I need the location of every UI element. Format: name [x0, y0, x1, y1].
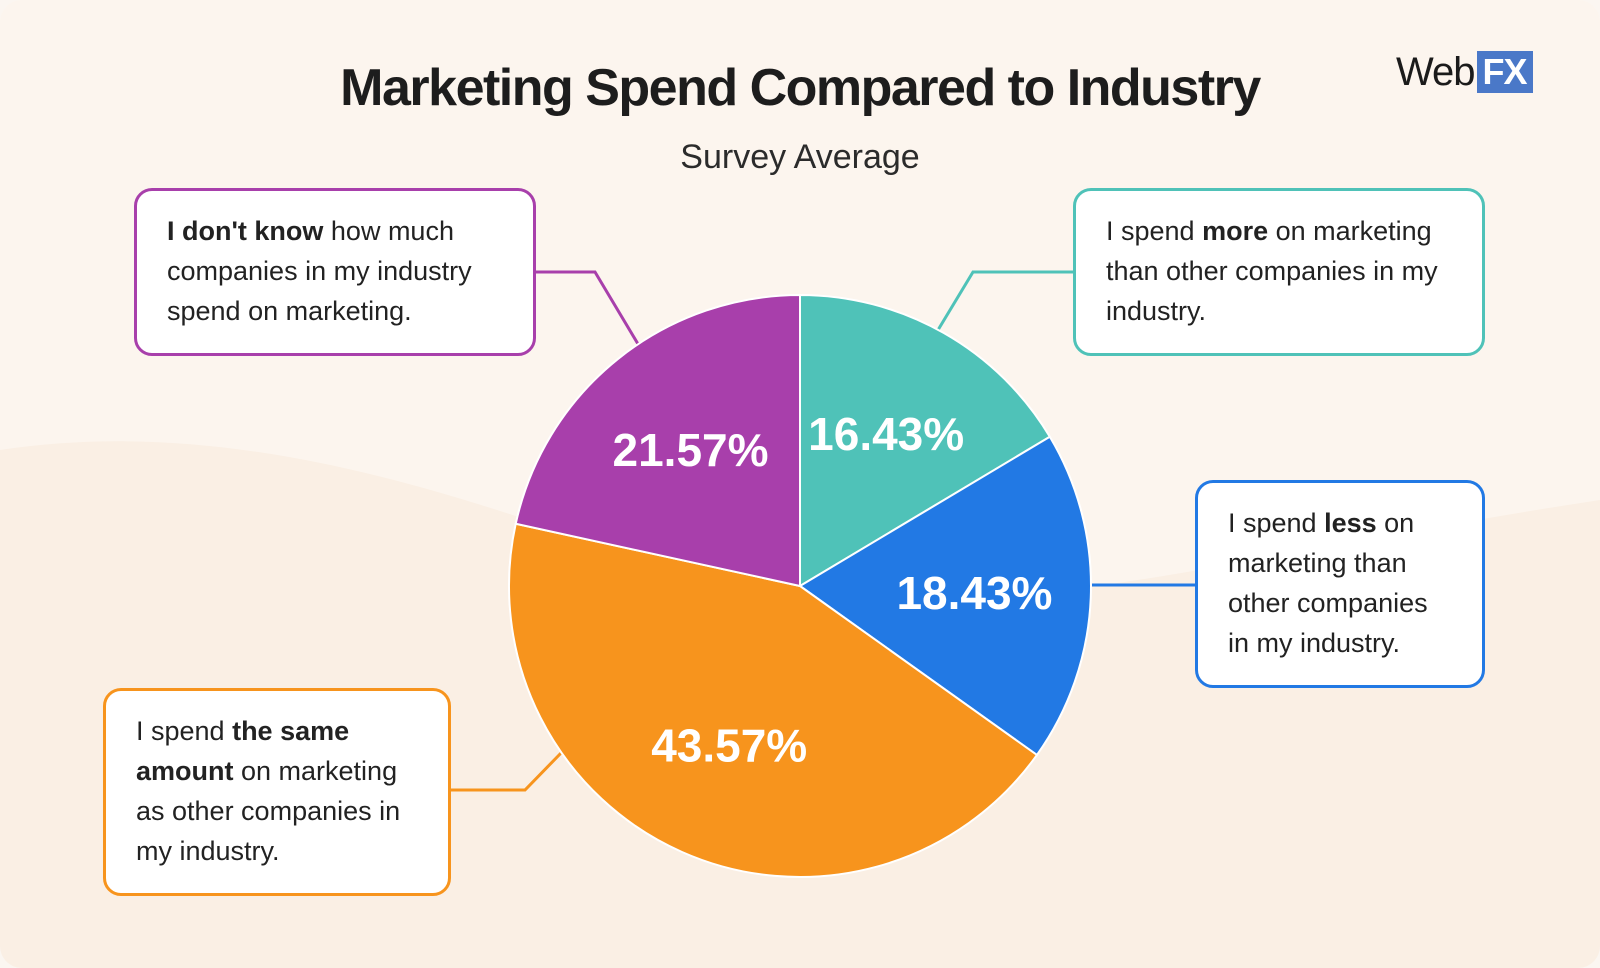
- slice-spend-more: [799, 293, 1052, 588]
- callout-more-pre: I spend: [1106, 216, 1203, 246]
- callout-same-post: on marketing as other companies in my in…: [136, 756, 401, 866]
- slice-dont-know-label: 21.57%: [613, 424, 769, 476]
- logo-badge: FX: [1476, 51, 1533, 93]
- slice-spend-less-label: 18.43%: [896, 567, 1052, 619]
- callout-dont-know-text: how much companies in my industry spend …: [167, 216, 472, 326]
- callout-spend-less: I spend less on marketing than other com…: [1195, 480, 1485, 688]
- slice-dont-know: [514, 293, 801, 588]
- pie-slices: [508, 293, 1092, 878]
- slice-spend-same: [508, 522, 1039, 878]
- callout-less-pre: I spend: [1228, 508, 1325, 538]
- chart-subtitle: Survey Average: [680, 138, 920, 176]
- callout-same-pre: I spend: [136, 716, 233, 746]
- callout-same-bold: the same amount: [136, 716, 350, 786]
- callout-spend-more: I spend more on marketing than other com…: [1073, 188, 1485, 356]
- pie-labels: 16.43% 18.43% 43.57% 21.57%: [613, 408, 1053, 771]
- slice-spend-less: [798, 435, 1092, 757]
- slice-spend-more-label: 16.43%: [808, 408, 964, 460]
- callout-dont-know-bold: I don't know: [167, 216, 324, 246]
- callout-more-bold: more: [1202, 216, 1269, 246]
- leader-line-same: [451, 750, 564, 792]
- leader-line-dontknow: [536, 270, 640, 345]
- callout-less-post: on marketing than other companies in my …: [1228, 508, 1428, 658]
- slice-spend-same-label: 43.57%: [651, 720, 807, 772]
- leader-lines: [451, 270, 1195, 792]
- callout-spend-same: I spend the same amount on marketing as …: [103, 688, 451, 896]
- webfx-logo: Web FX: [1396, 50, 1533, 94]
- callout-less-bold: less: [1324, 508, 1377, 538]
- callout-more-post: on marketing than other companies in my …: [1106, 216, 1438, 326]
- logo-text: Web: [1396, 49, 1476, 94]
- callout-dont-know: I don't know how much companies in my in…: [134, 188, 536, 356]
- leader-line-more: [936, 270, 1073, 331]
- chart-title: Marketing Spend Compared to Industry: [340, 59, 1261, 117]
